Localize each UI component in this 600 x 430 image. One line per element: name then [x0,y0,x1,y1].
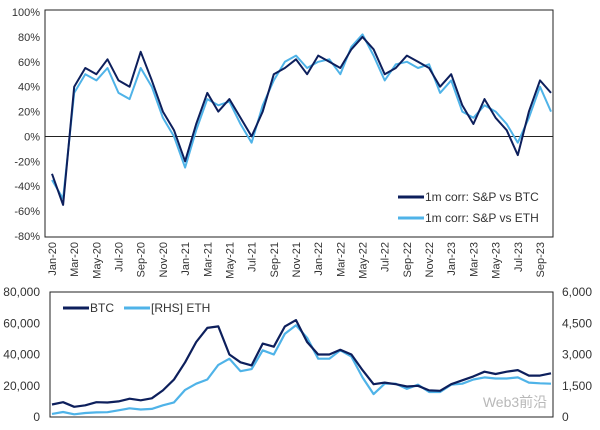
x-tick-label: Sep-22 [402,242,414,277]
y-tick-label: 100% [12,7,40,19]
series-line [51,35,552,206]
y-left-tick-label: 80,000 [3,285,40,299]
y-left-tick-label: 40,000 [3,348,40,362]
x-tick-label: Nov-21 [291,242,303,277]
watermark: Web3前沿 [483,394,547,410]
y-tick-label: -60% [14,206,40,218]
y-right-tick-label: 6,000 [562,285,592,299]
x-tick-label: Sep-20 [136,242,148,277]
bottom-plot-frame [49,291,554,418]
y-tick-label: 60% [18,57,40,69]
legend-label: [RHS] ETH [151,301,210,315]
x-tick-label: Sep-21 [269,242,281,277]
y-tick-label: 40% [18,82,40,94]
legend-label: 1m corr: S&P vs ETH [425,211,539,225]
x-tick-label: Mar-21 [202,242,214,277]
series-line [51,324,552,416]
y-right-tick-label: 3,000 [562,348,592,362]
top-plot-frame [44,9,554,238]
x-tick-label: Jan-20 [47,242,59,276]
x-tick-label: Jan-23 [446,242,458,276]
x-tick-label: Jul-22 [380,242,392,272]
y-right-tick-label: 4,500 [562,316,592,330]
x-tick-label: Mar-23 [468,242,480,277]
series-line [51,319,552,408]
x-tick-label: Sep-23 [535,242,547,277]
x-tick-label: Nov-20 [158,242,170,277]
legend-label: BTC [90,301,114,315]
x-tick-label: Jul-20 [114,242,126,272]
y-left-tick-label: 60,000 [3,316,40,330]
x-tick-label: Jan-21 [180,242,192,276]
y-tick-label: -80% [14,231,40,243]
x-tick-label: Nov-22 [424,242,436,277]
y-tick-label: 0% [24,131,40,143]
x-tick-label: Jan-22 [313,242,325,276]
y-left-tick-label: 0 [33,410,40,424]
legend-label: 1m corr: S&P vs BTC [425,190,539,204]
x-tick-label: Mar-20 [69,242,81,277]
x-tick-label: Jul-21 [247,242,259,272]
y-tick-label: 80% [18,32,40,44]
y-tick-label: -20% [14,156,40,168]
x-tick-label: Mar-22 [335,242,347,277]
x-tick-label: May-22 [358,242,370,279]
y-tick-label: 20% [18,107,40,119]
y-right-tick-label: 0 [562,410,569,424]
x-tick-label: May-23 [491,242,503,279]
x-tick-label: May-21 [224,242,236,279]
x-tick-label: Jul-23 [513,242,525,272]
x-tick-label: May-20 [91,242,103,279]
y-left-tick-label: 20,000 [3,379,40,393]
y-tick-label: -40% [14,181,40,193]
y-right-tick-label: 1,500 [562,379,592,393]
